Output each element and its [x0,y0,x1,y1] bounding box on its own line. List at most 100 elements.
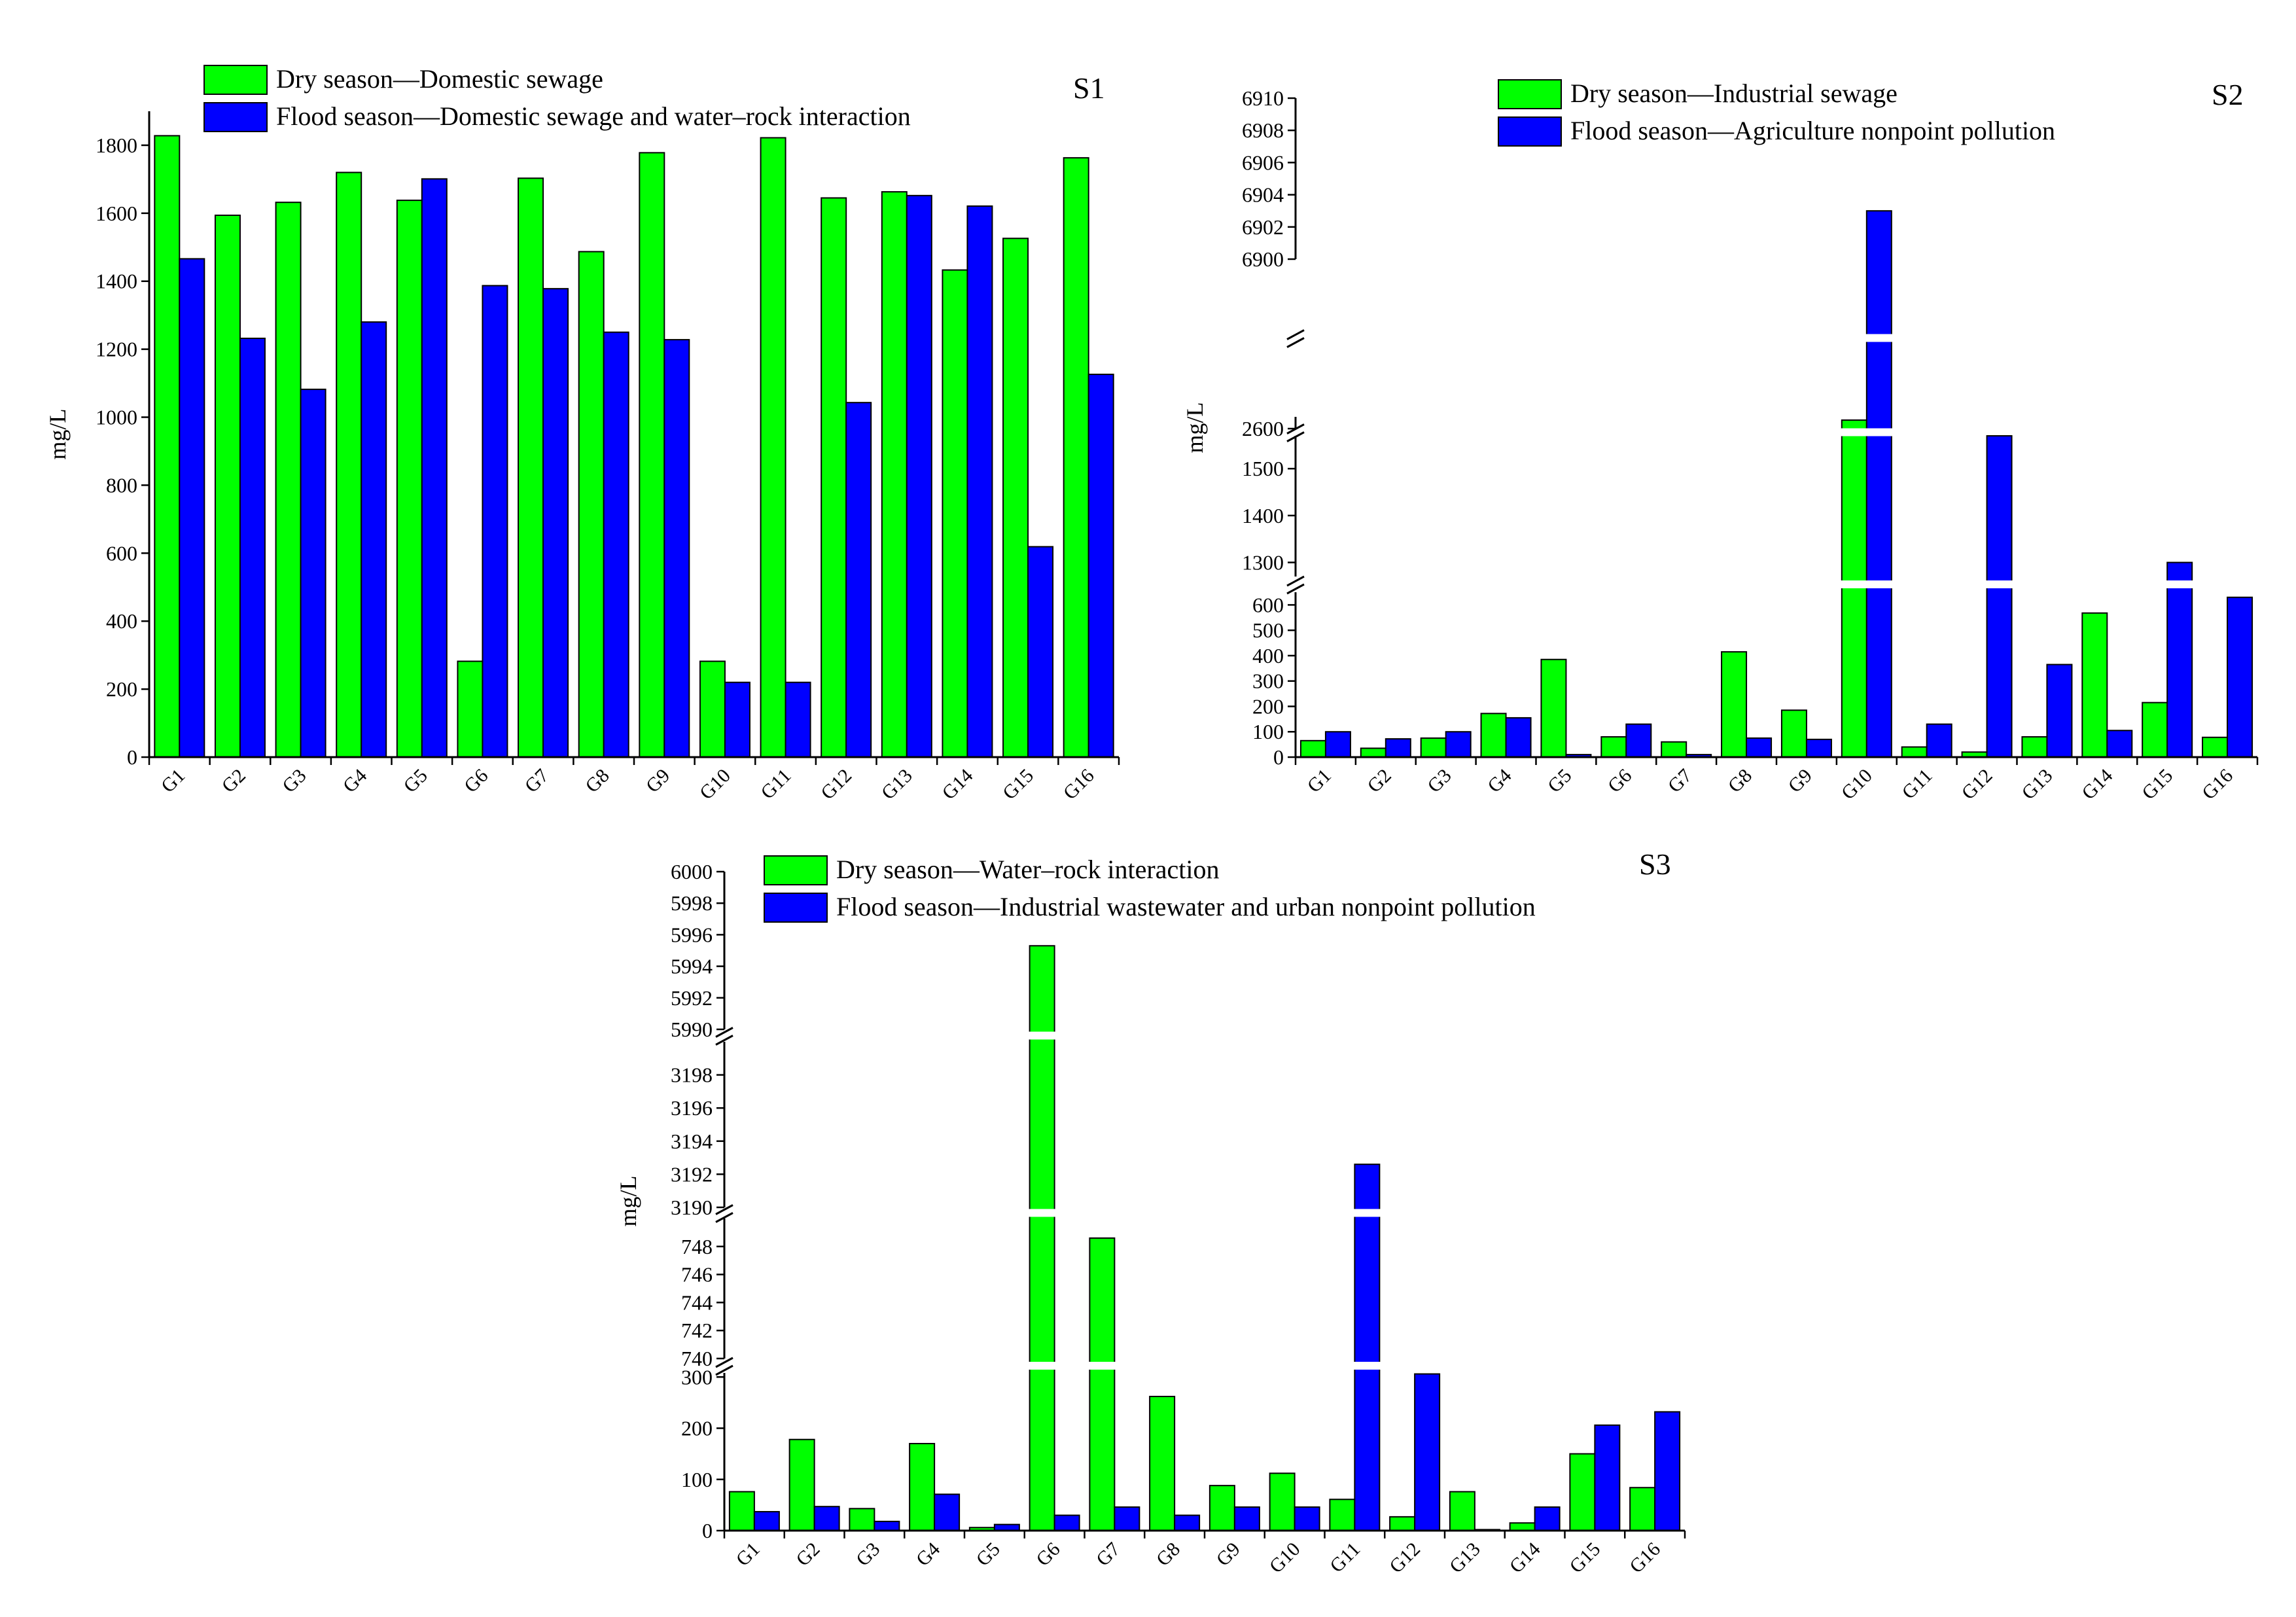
bar-flood-g8 [1174,1514,1201,1531]
y-tick-label: 6000 [671,860,713,883]
bar-flood-g1 [1324,731,1351,758]
bar-break-gap [1028,1031,1056,1040]
x-tick-label: G8 [1152,1538,1184,1571]
bar-flood-g16 [1654,1411,1681,1531]
x-tick-label: G10 [1837,765,1877,804]
bar-break-gap [1865,334,1893,342]
x-tick-label: G8 [581,765,613,797]
y-axis-label: mg/L [1182,402,1208,453]
y-tick-label: 100 [681,1468,713,1491]
bar-dry-g8 [1149,1395,1176,1531]
bar-flood-g14 [2106,730,2133,758]
bar-flood-g12 [845,402,872,758]
x-tick-label: G15 [1565,1538,1604,1578]
y-tick-label: 6908 [1242,118,1284,142]
x-tick-label: G2 [792,1538,824,1571]
y-tick-label: 400 [1252,644,1284,667]
x-tick-label: G2 [218,765,250,797]
x-tick-label: G1 [732,1538,764,1571]
bar-flood-g15 [2166,561,2193,758]
bar-dry-g16 [1629,1487,1656,1531]
bar-flood-g3 [1445,731,1472,758]
x-tick-label: G6 [1032,1538,1064,1571]
bar-dry-g14 [2081,612,2108,758]
bar-break-gap [1865,428,1893,436]
bar-break-gap [1840,580,1868,588]
y-axis-label: mg/L [44,409,71,460]
bar-dry-g11 [1901,746,1928,758]
x-tick-label: G10 [696,765,735,804]
x-tick-label: G15 [998,765,1038,804]
x-tick-label: G9 [642,765,674,797]
x-tick-label: G3 [852,1538,884,1571]
legend-swatch-dry [764,855,828,885]
axis-break-mark [715,1027,733,1046]
bar-dry-g13 [2021,736,2048,758]
bar-break-gap [1353,1209,1381,1217]
bar-flood-g8 [603,331,629,758]
bar-dry-g2 [214,214,241,758]
bar-break-gap [1028,1362,1056,1370]
bar-dry-g5 [396,200,423,758]
y-tick-label: 300 [681,1365,713,1389]
bar-flood-g12 [1414,1373,1441,1531]
bar-dry-g9 [1780,709,1807,758]
y-tick-label: 1200 [96,338,137,361]
y-tick-label: 5992 [671,986,713,1010]
y-tick-label: 748 [681,1235,713,1258]
bar-dry-g8 [578,251,605,758]
bar-flood-g11 [1354,1164,1381,1531]
bar-dry-g10 [699,660,726,758]
x-tick-label: G13 [1445,1538,1485,1578]
x-tick-label: G1 [157,765,189,797]
bar-flood-g3 [874,1520,900,1531]
x-tick-label: G2 [1363,765,1395,797]
bar-dry-g6 [457,660,484,758]
y-axis-label: mg/L [615,1176,641,1227]
y-tick-label: 1400 [96,270,137,293]
x-tick-label: G5 [972,1538,1004,1571]
y-tick-label: 2600 [1242,417,1284,440]
legend-swatch-dry [203,65,268,95]
x-tick-label: G10 [1265,1538,1305,1578]
y-tick-label: 3198 [671,1063,713,1087]
y-tick-label: 1000 [96,406,137,429]
legend-swatch-flood [203,102,268,132]
y-tick-label: 500 [1252,618,1284,642]
x-tick-label: G16 [1625,1538,1665,1578]
bar-dry-g15 [1569,1453,1596,1532]
panel-label: S2 [2212,78,2244,111]
bar-flood-g11 [785,681,811,758]
legend-swatch-flood [1498,116,1562,147]
y-tick-label: 3194 [671,1129,713,1153]
bar-dry-g7 [518,177,544,758]
bar-flood-g4 [1505,717,1532,758]
bar-flood-g9 [663,339,690,758]
bar-dry-g14 [942,269,968,758]
y-tick-label: 5998 [671,891,713,915]
y-tick-label: 200 [1252,694,1284,718]
y-tick-label: 100 [1252,720,1284,743]
x-tick-label: G3 [1423,765,1455,797]
x-tick-label: G4 [912,1538,944,1571]
y-tick-label: 3192 [671,1162,713,1186]
bar-flood-g13 [906,194,932,758]
bar-dry-g1 [154,135,181,758]
axis-break-mark [715,1204,733,1223]
bar-flood-g10 [1294,1506,1320,1532]
y-tick-label: 0 [127,745,137,769]
bar-dry-g4 [1480,713,1507,758]
bar-dry-g3 [275,202,302,758]
chart-s2: G1 G2 G3 G4 G5 G6 G7 G8 G9 G10 G11 G12 G13 G14 G15 G16 0… [1182,78,2259,804]
x-tick-label: G13 [877,765,917,804]
panel-label: S3 [1639,847,1671,881]
x-tick-label: G16 [2198,765,2237,804]
bar-flood-g11 [1926,723,1952,758]
bar-flood-g14 [1534,1506,1561,1532]
y-tick-label: 5990 [671,1018,713,1041]
legend-label-dry: Dry season—Industrial sewage [1570,79,1898,108]
x-tick-label: G14 [2077,765,2117,804]
y-tick-label: 0 [702,1519,713,1542]
